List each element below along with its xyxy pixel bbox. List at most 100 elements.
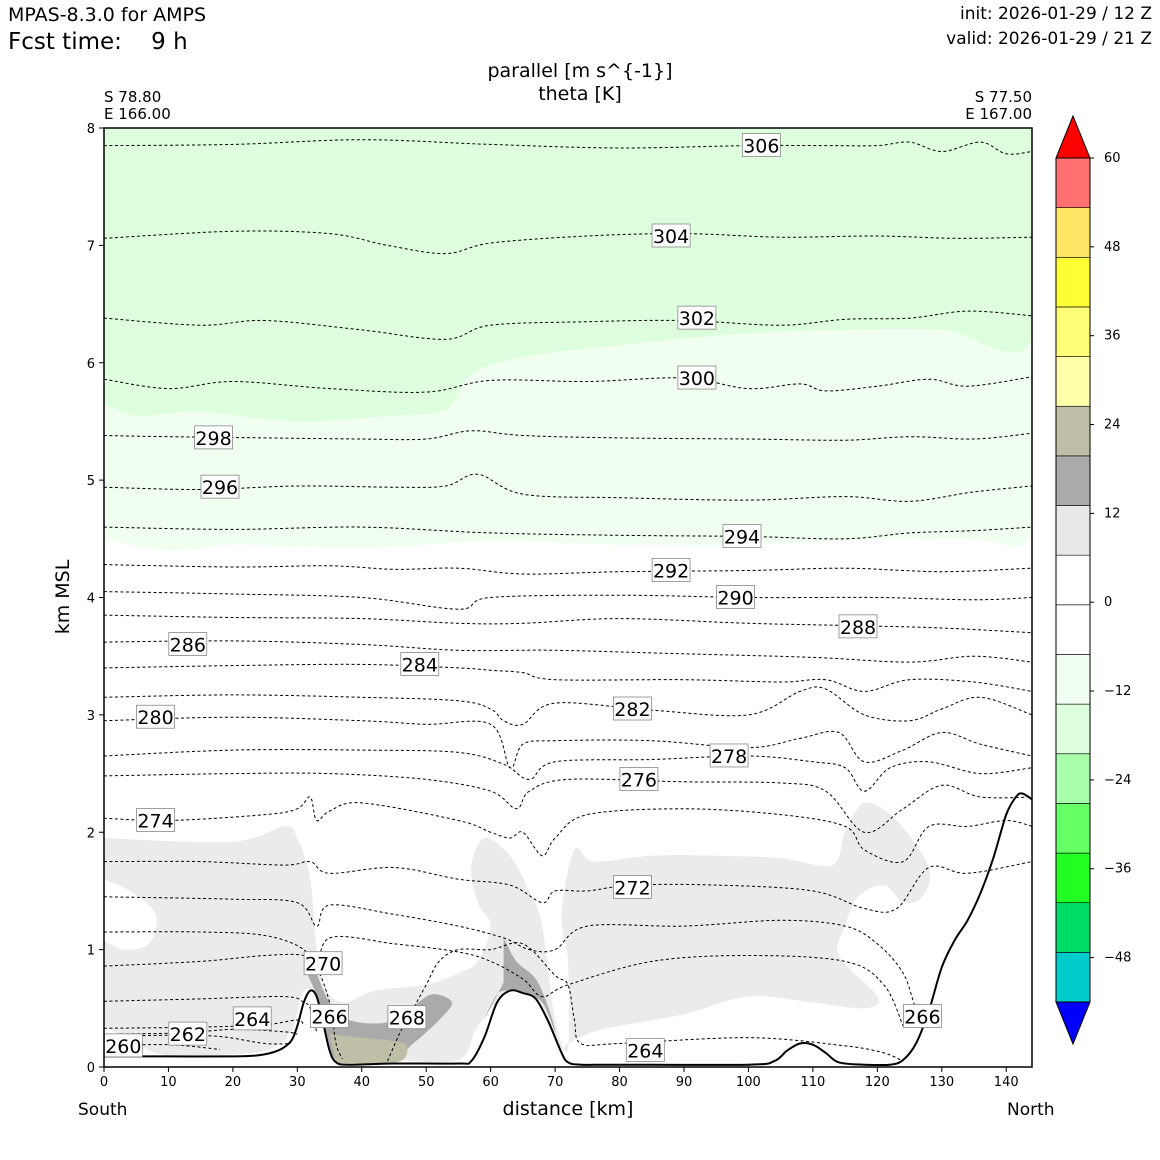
contour-label: 274: [136, 808, 175, 833]
contour-label: 280: [136, 704, 175, 729]
colorbar-bin: [1055, 256, 1091, 308]
colorbar-bin: [1055, 753, 1091, 804]
contour-label: 306: [741, 133, 781, 158]
valid-time: valid: 2026-01-29 / 21 Z: [946, 29, 1152, 49]
x-tick-label: 140: [994, 1075, 1019, 1090]
contour-label: 292: [651, 558, 691, 583]
contour-label: 294: [722, 524, 762, 548]
wind-region: [104, 802, 931, 1067]
colorbar-bin: [1055, 505, 1091, 556]
contour-label: 276: [619, 767, 659, 791]
wind-region: [484, 937, 556, 1032]
theta-contour: [104, 640, 1032, 663]
x-tick-label: 30: [289, 1075, 306, 1090]
colorbar-bin: [1055, 157, 1091, 208]
colorbar-frame: [1055, 157, 1091, 1003]
contour-label: 260: [103, 1033, 143, 1058]
contour-label-box: [709, 743, 749, 768]
contour-label: 304: [651, 223, 691, 248]
colorbar-bin: [1055, 455, 1091, 506]
y-tick-label: 7: [87, 239, 95, 254]
x-tick-label: 80: [611, 1075, 628, 1090]
contour-label-text: 282: [614, 699, 650, 721]
contour-label-text: 280: [137, 707, 173, 729]
x-tick-label: 50: [418, 1075, 435, 1090]
contour-label: 268: [387, 1005, 427, 1030]
start-latitude: S 78.80: [104, 88, 162, 106]
chart-title: parallel [m s^{-1}]: [487, 60, 673, 82]
contour-label-text: 286: [170, 634, 206, 656]
colorbar-tick-label: 48: [1104, 240, 1121, 255]
colorbar-bin: [1055, 654, 1091, 705]
colorbar-bin: [1055, 852, 1091, 904]
contour-label-box: [168, 1021, 208, 1046]
x-axis-label: distance [km]: [502, 1098, 634, 1120]
x-tick-label: 90: [676, 1075, 693, 1090]
colorbar-tick-label: 60: [1104, 151, 1121, 166]
model-title: MPAS-8.3.0 for AMPS: [8, 4, 207, 26]
x-tick-label: 0: [100, 1075, 108, 1090]
colorbar-tick-label: −48: [1104, 951, 1131, 966]
contour-label-box: [387, 1005, 427, 1030]
contour-label-box: [677, 305, 717, 330]
theta-contour: [387, 942, 904, 1062]
x-tick-label: 60: [482, 1075, 499, 1090]
contour-label-box: [136, 704, 175, 729]
south-label: South: [78, 1100, 128, 1120]
contour-label-box: [625, 1038, 665, 1062]
contour-label-box: [619, 767, 659, 791]
contour-label-box: [651, 223, 691, 248]
wind-region: [104, 322, 1032, 551]
contour-label: 286: [168, 632, 208, 656]
contour-label-text: 294: [724, 526, 760, 548]
contour-label-box: [613, 875, 652, 899]
y-tick-label: 1: [87, 944, 95, 959]
contour-label: 266: [903, 1004, 942, 1029]
contour-label-text: 274: [137, 811, 173, 833]
contour-label: 278: [709, 743, 749, 768]
contour-label-layer: 306 304 302 300 298 296 294 292 290 288 286 284 282 2…: [103, 133, 942, 1063]
contour-label-text: 270: [305, 954, 341, 976]
wind-shading-layer: [104, 128, 1032, 1067]
wind-region: [329, 1034, 408, 1064]
theta-contour: [104, 896, 930, 1027]
contour-label-text: 278: [711, 746, 747, 768]
contour-label-text: 272: [614, 877, 650, 899]
colorbar-bin: [1055, 405, 1091, 457]
y-tick-label: 3: [87, 709, 95, 724]
contour-label-box: [613, 696, 652, 721]
y-axis-ticks: 0 1 2 3 4 5 6 7 8: [87, 122, 104, 1076]
x-tick-label: 110: [800, 1075, 825, 1090]
contour-label-text: 264: [627, 1041, 663, 1063]
y-tick-label: 5: [87, 474, 95, 489]
colorbar: 60 48 36 24 12 0 −12 −24 −36 −48: [1055, 114, 1131, 1046]
theta-contour: [104, 614, 1032, 634]
colorbar-extend-max: [1055, 114, 1091, 159]
theta-contour: [104, 564, 1032, 575]
contour-label-box: [838, 614, 878, 639]
contour-label-text: 266: [904, 1007, 940, 1029]
contour-label: 264: [625, 1038, 665, 1063]
contour-label: 290: [716, 585, 755, 610]
colorbar-extend-min: [1055, 1001, 1091, 1046]
contour-label-text: 284: [402, 654, 438, 676]
terrain-mask: [104, 793, 1032, 1067]
theta-contour: [104, 526, 1032, 540]
start-longitude: E 166.00: [104, 105, 171, 123]
theta-contour: [104, 686, 1032, 726]
contour-label-box: [903, 1004, 942, 1028]
y-tick-label: 2: [87, 826, 95, 841]
contour-label: 266: [310, 1004, 349, 1029]
contour-label: 270: [303, 951, 343, 976]
contour-label-text: 300: [679, 368, 715, 390]
theta-contour: [104, 663, 1032, 692]
contour-label-box: [168, 632, 208, 656]
contour-label: 272: [613, 875, 652, 899]
contour-label-box: [722, 524, 762, 548]
contour-label-box: [677, 365, 717, 390]
colorbar-bin: [1055, 902, 1091, 953]
init-time: init: 2026-01-29 / 12 Z: [959, 4, 1152, 24]
x-tick-label: 10: [160, 1075, 177, 1090]
y-tick-label: 4: [87, 592, 95, 607]
contour-label-text: 292: [653, 561, 689, 583]
